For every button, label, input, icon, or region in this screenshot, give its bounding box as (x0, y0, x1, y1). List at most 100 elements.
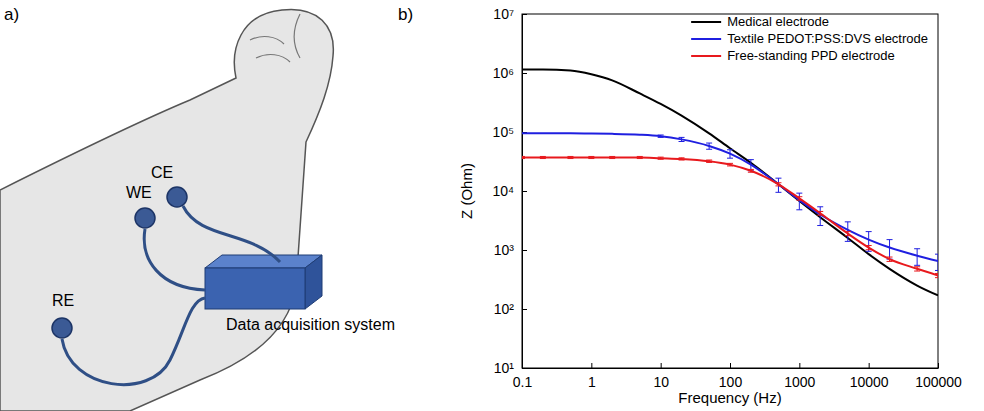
y-axis-title: Z (Ohm) (458, 163, 475, 219)
plot-frame (522, 14, 938, 368)
tick-label: 10³ (494, 242, 515, 258)
tick-label: 1000 (784, 374, 815, 390)
axis-line (523, 368, 939, 369)
tick-label: 10⁶ (493, 65, 514, 81)
legend-label: Free-standing PPD electrode (727, 48, 895, 63)
tick-label: 10⁵ (493, 124, 514, 140)
tick-label: 10⁴ (492, 183, 514, 199)
error-bars (522, 156, 938, 277)
legend-label: Textile PEDOT:PSS:DVS electrode (727, 31, 928, 46)
tick: 10³ (494, 242, 527, 258)
error-bar-cap (796, 193, 802, 194)
electrode (167, 187, 187, 207)
tick-label: 100 (719, 374, 743, 390)
error-bar-cap (935, 270, 938, 271)
legend-swatch (691, 38, 721, 40)
legend: Medical electrode Textile PEDOT:PSS:DVS e… (691, 14, 928, 63)
tick: 10⁴ (492, 183, 527, 199)
error-bar-cap (866, 251, 872, 252)
electrode (135, 208, 155, 228)
error-bar-stem (938, 254, 939, 270)
error-bar-cap (727, 158, 733, 159)
panel-label: b) (398, 5, 413, 24)
tick-label: 10² (494, 301, 515, 317)
tick-label: 0.1 (513, 374, 533, 390)
tick-mark (522, 14, 527, 15)
tick: 1000 (784, 363, 815, 390)
error-bar-stem (889, 240, 890, 260)
series-line (522, 133, 938, 261)
tick-mark (869, 363, 870, 368)
tick-label: 100000 (915, 374, 962, 390)
error-bar-cap (706, 149, 712, 150)
error-bar (887, 240, 893, 260)
series-line (522, 69, 938, 295)
electrode-label: WE (126, 184, 152, 201)
tick: 10⁵ (493, 124, 527, 140)
tick-mark (938, 363, 939, 368)
error-bar-cap (817, 206, 823, 207)
device-label: Data acquisition system (226, 316, 395, 333)
tick: 10² (494, 301, 527, 317)
tick: 10⁷ (493, 6, 527, 22)
device-top (205, 255, 322, 268)
tick: 100000 (915, 363, 962, 390)
error-bar-cap (866, 231, 872, 232)
device (205, 255, 322, 309)
tick: 10000 (850, 363, 889, 390)
tick: 10⁶ (493, 65, 527, 81)
legend-swatch (691, 55, 721, 57)
error-bar-cap (935, 254, 938, 255)
error-bar-cap (845, 241, 851, 242)
error-bar-cap (679, 137, 685, 138)
electrode (52, 318, 72, 338)
plot-marks (522, 69, 938, 295)
error-bar-cap (775, 192, 781, 193)
error-bar-cap (727, 149, 733, 150)
tick-mark (522, 368, 527, 369)
wire (183, 206, 280, 262)
panel-label: a) (4, 5, 19, 24)
error-bar-cap (887, 239, 893, 240)
tick-label: 1 (588, 374, 596, 390)
error-bar-cap (679, 141, 685, 142)
fist-detail (250, 14, 300, 62)
x-axis: 0.1 1 10 100 1000 10000 100000 (513, 363, 962, 390)
wire (62, 298, 205, 385)
tick: 1 (588, 363, 596, 390)
tick-mark (730, 363, 731, 368)
error-bar-cap (914, 271, 920, 272)
legend-label: Medical electrode (727, 14, 829, 29)
figure: a) Data acquisition system CE WE RE b) 0.1 1 10 1… (0, 0, 984, 411)
error-bar-cap (935, 277, 938, 278)
tick: 10 (653, 363, 669, 390)
device-side (305, 255, 322, 309)
error-bar-stem (917, 249, 918, 266)
error-bar-cap (775, 178, 781, 179)
legend-item: Medical electrode (691, 14, 829, 29)
tick: 100 (719, 363, 743, 390)
error-bar-cap (845, 221, 851, 222)
legend-item: Free-standing PPD electrode (691, 48, 895, 63)
error-bar-cap (706, 143, 712, 144)
series-line (522, 157, 938, 275)
error-bar-cap (817, 225, 823, 226)
tick-mark (799, 363, 800, 368)
panel-b: b)0.111010010001000010000010¹10²10³10⁴10… (398, 5, 962, 406)
tick-label: 10000 (850, 374, 889, 390)
wire (144, 229, 205, 290)
electrode-label: RE (52, 292, 74, 309)
y-axis: 10¹ 10² 10³ 10⁴ 10⁵ 10⁶ 10⁷ (492, 6, 527, 376)
tick-mark (591, 363, 592, 368)
tick-label: 10¹ (494, 360, 515, 376)
arm (0, 9, 333, 411)
tick: 10¹ (494, 360, 527, 376)
tick-mark (522, 250, 527, 251)
tick-mark (522, 73, 527, 74)
error-bar-cap (796, 209, 802, 210)
tick-label: 10 (653, 374, 669, 390)
panel-a: a) Data acquisition system CE WE RE (0, 5, 395, 411)
error-bar-stem (820, 207, 821, 226)
error-bar (935, 254, 938, 270)
electrode-label: CE (151, 164, 173, 181)
